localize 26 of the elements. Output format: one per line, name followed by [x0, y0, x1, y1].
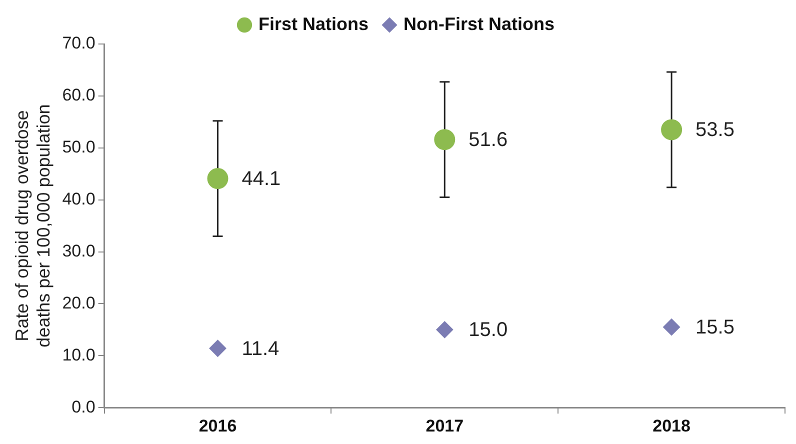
y-tick-label: 40.0	[62, 190, 96, 209]
x-tick-label: 2018	[652, 416, 690, 436]
data-label: 15.5	[696, 316, 734, 339]
legend-label: Non-First Nations	[404, 14, 555, 34]
point	[661, 119, 682, 140]
y-tick-label: 70.0	[62, 34, 96, 53]
y-tick-label: 20.0	[62, 293, 96, 312]
y-tick-label: 30.0	[62, 241, 96, 260]
x-tick-label: 2016	[198, 416, 237, 436]
point	[663, 318, 680, 336]
data-label: 11.4	[242, 338, 280, 360]
point	[207, 168, 228, 190]
y-tick-label: 10.0	[62, 345, 96, 364]
data-label: 15.0	[468, 319, 508, 342]
data-label: 44.1	[242, 168, 281, 190]
data-label: 51.6	[468, 129, 508, 152]
y-axis-title: Rate of opioid drug overdose deaths per 100,000 population	[12, 104, 54, 348]
y-tick-label: 50.0	[62, 138, 96, 157]
y-tick-label: 60.0	[62, 86, 96, 105]
legend-label: First Nations	[258, 14, 369, 34]
point	[436, 321, 454, 338]
point	[209, 340, 226, 357]
y-tick-label: 0.0	[72, 397, 96, 416]
x-tick-label: 2017	[426, 416, 464, 436]
data-label: 53.5	[696, 119, 734, 142]
point	[434, 129, 456, 150]
